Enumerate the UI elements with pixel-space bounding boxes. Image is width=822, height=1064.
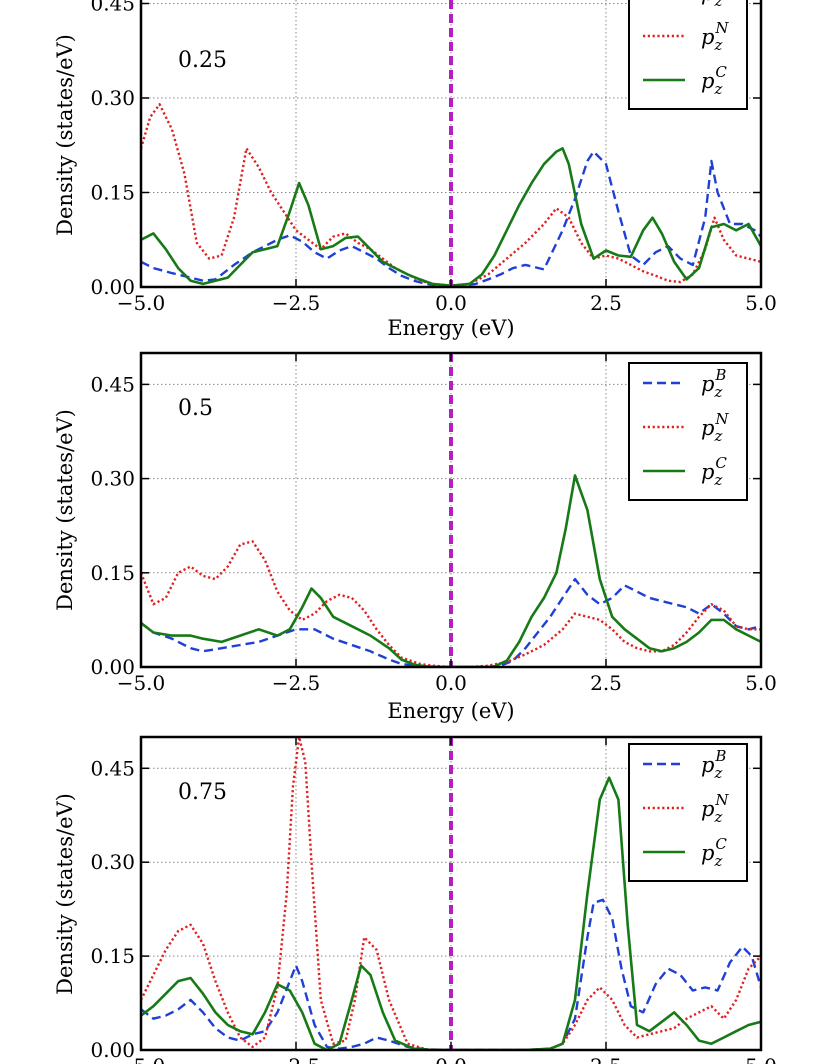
- x-axis-title: Energy (eV): [387, 699, 514, 723]
- y-tick-label: 0.30: [90, 850, 135, 874]
- legend-box: [628, 0, 748, 110]
- x-tick-label: 0.0: [435, 291, 467, 315]
- dos-panel-0.75: −5.0 −2.5 0.0 2.5 5.0 0.00 0.15 0.30 0.45 Density…: [53, 735, 777, 1064]
- legend-label-C: pzC: [701, 63, 727, 98]
- x-tick-label: −2.5: [272, 671, 321, 695]
- legend-label-C: pzC: [701, 454, 727, 489]
- x-tick-label: 5.0: [745, 1054, 777, 1064]
- y-axis-title: Density (states/eV): [53, 34, 77, 236]
- series-line-N: [141, 737, 761, 1050]
- y-tick-label: 0.30: [90, 86, 135, 110]
- x-tick-label: −5.0: [117, 1054, 166, 1064]
- x-tick-label: −5.0: [117, 291, 166, 315]
- panel-label: 0.25: [178, 48, 227, 73]
- series-line-N: [141, 103, 761, 287]
- legend: pzB pzN pzC: [628, 362, 748, 501]
- y-tick-label: 0.00: [90, 1038, 135, 1062]
- x-tick-label: 2.5: [590, 671, 622, 695]
- series-line-C: [141, 474, 761, 667]
- x-axis-title: Energy (eV): [387, 316, 514, 340]
- y-tick-label: 0.30: [90, 467, 135, 491]
- x-tick-label: 0.0: [435, 1054, 467, 1064]
- x-tick-label: −2.5: [272, 1054, 321, 1064]
- x-tick-label: 5.0: [745, 291, 777, 315]
- y-tick-label: 0.15: [90, 944, 135, 968]
- y-tick-label: 0.45: [90, 0, 135, 16]
- legend: pzB pzN pzC: [628, 0, 748, 110]
- legend-label-N: pzN: [701, 19, 729, 54]
- legend-label-B: pzB: [701, 0, 726, 10]
- y-tick-label: 0.15: [90, 561, 135, 585]
- legend-label-C: pzC: [701, 835, 727, 870]
- y-tick-label: 0.45: [90, 756, 135, 780]
- x-tick-label: −5.0: [117, 671, 166, 695]
- x-tick-label: 5.0: [745, 671, 777, 695]
- dos-panel-0.25: −5.0 −2.5 0.0 2.5 5.0 0.00 0.15 0.30 0.45 Density…: [53, 0, 777, 340]
- series-line-C: [141, 147, 761, 287]
- y-axis-title: Density (states/eV): [53, 793, 77, 995]
- legend-label-N: pzN: [701, 791, 729, 826]
- panel-label: 0.75: [178, 780, 227, 805]
- y-axis-title: Density (states/eV): [53, 409, 77, 611]
- legend-box: [628, 362, 748, 501]
- x-tick-label: −2.5: [272, 291, 321, 315]
- legend-box: [628, 743, 748, 882]
- legend-label-B: pzB: [701, 366, 726, 401]
- y-tick-label: 0.45: [90, 372, 135, 396]
- legend-label-N: pzN: [701, 410, 729, 445]
- y-tick-label: 0.00: [90, 275, 135, 299]
- legend: pzB pzN pzC: [628, 743, 748, 882]
- panel-label: 0.5: [178, 396, 213, 421]
- legend-label-B: pzB: [701, 747, 726, 782]
- series-line-C: [141, 776, 761, 1050]
- y-tick-label: 0.00: [90, 655, 135, 679]
- x-tick-label: 2.5: [590, 291, 622, 315]
- dos-panel-0.5: −5.0 −2.5 0.0 2.5 5.0 0.00 0.15 0.30 0.45 Density…: [53, 351, 777, 723]
- y-tick-label: 0.15: [90, 181, 135, 205]
- x-tick-label: 2.5: [590, 1054, 622, 1064]
- x-tick-label: 0.0: [435, 671, 467, 695]
